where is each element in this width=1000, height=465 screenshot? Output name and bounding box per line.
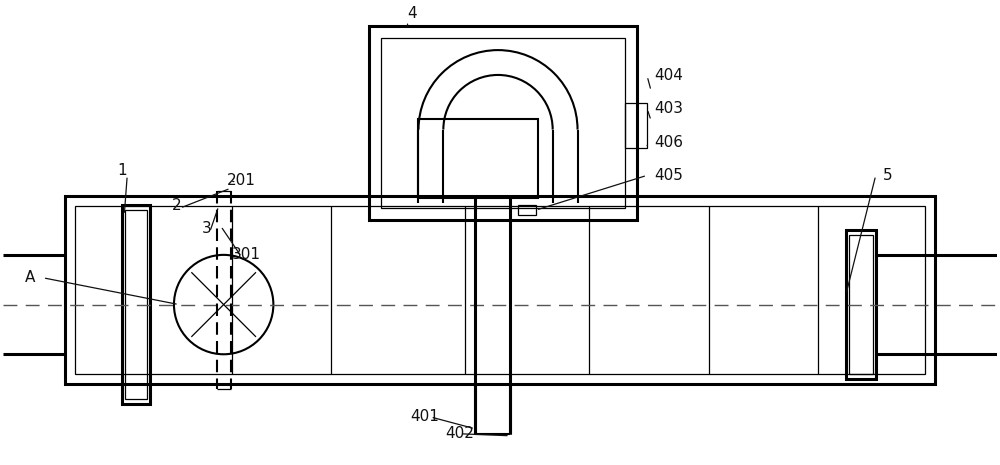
Text: 3: 3 — [202, 220, 212, 236]
Bar — [75, 206, 925, 374]
Text: 406: 406 — [654, 135, 683, 150]
Bar — [122, 205, 150, 404]
Text: A: A — [25, 270, 35, 285]
Bar — [381, 38, 625, 208]
Text: 2: 2 — [172, 198, 182, 213]
Text: 404: 404 — [654, 68, 683, 83]
Bar — [518, 205, 536, 215]
Bar — [125, 210, 147, 399]
Text: 301: 301 — [232, 247, 261, 262]
Text: 402: 402 — [445, 426, 474, 441]
Text: 405: 405 — [654, 168, 683, 183]
Text: 401: 401 — [411, 409, 439, 425]
Text: 5: 5 — [883, 168, 892, 183]
Bar — [846, 230, 876, 379]
Bar — [849, 235, 873, 374]
Bar — [625, 103, 647, 147]
Text: 201: 201 — [227, 173, 256, 188]
Text: 4: 4 — [408, 6, 417, 21]
Bar — [65, 196, 935, 384]
Bar — [418, 119, 538, 198]
Text: 1: 1 — [117, 163, 127, 178]
Bar — [369, 26, 637, 220]
Text: 403: 403 — [654, 101, 683, 116]
